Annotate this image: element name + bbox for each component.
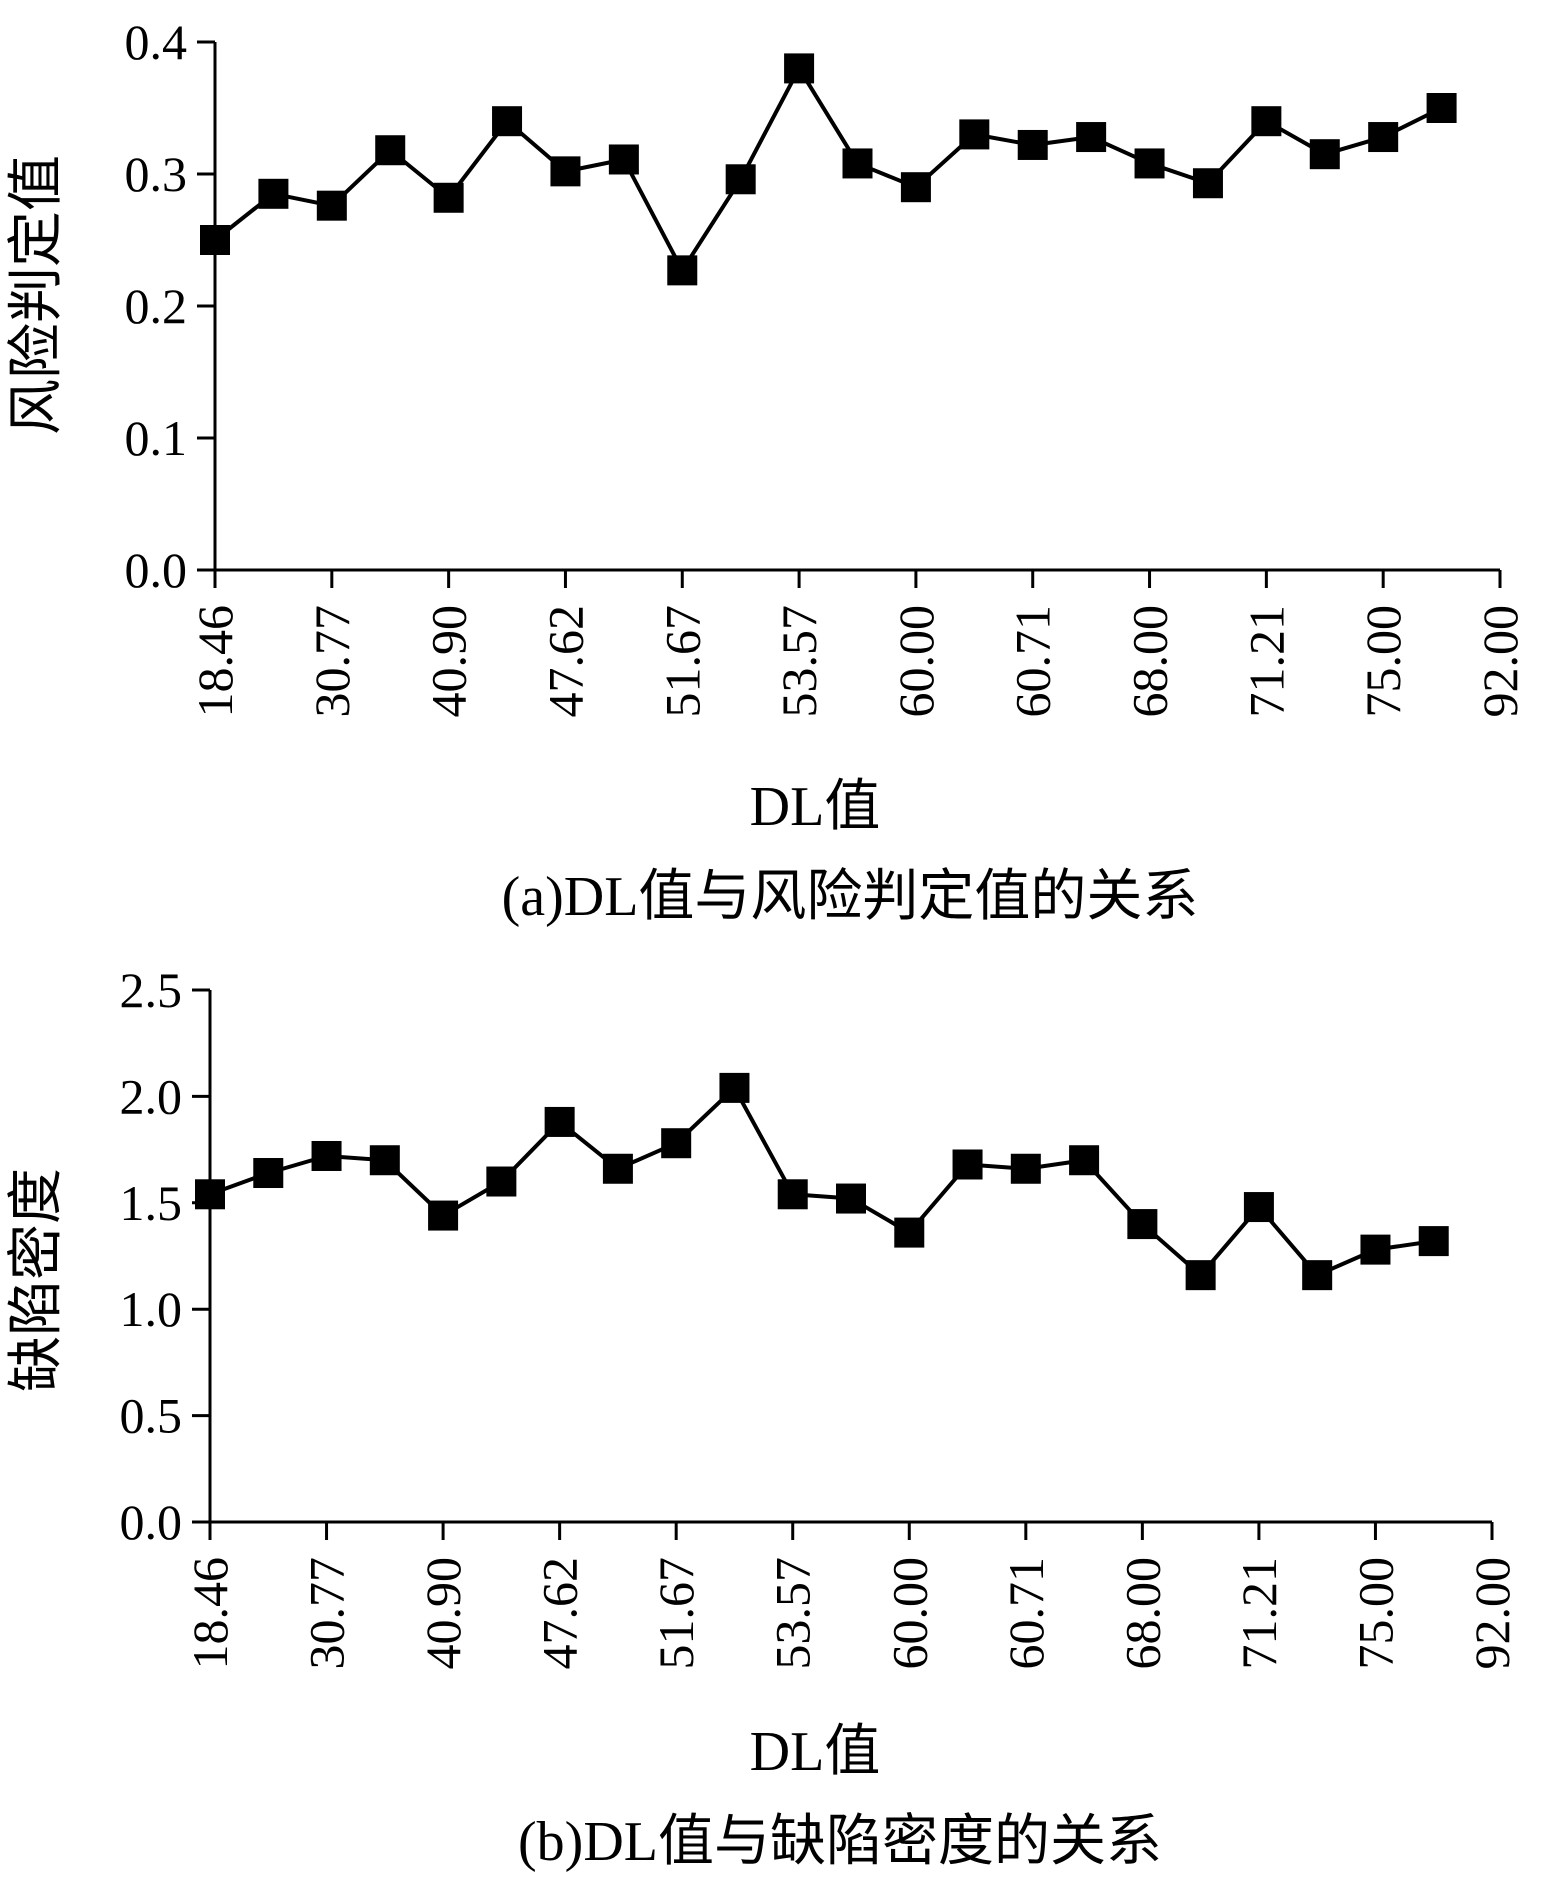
chart-b-data-point: [661, 1128, 692, 1159]
chart-b-y-axis-title: 缺陷密度: [6, 1168, 68, 1392]
chart-b-x-tick-label: 30.77: [299, 1557, 355, 1670]
chart-a-data-point: [316, 190, 347, 221]
chart-a-x-tick-label: 30.77: [304, 605, 360, 718]
chart-b-y-tick-label: 2.0: [120, 1068, 183, 1124]
chart-a-data-point: [959, 119, 990, 150]
chart-b-data-point: [1185, 1260, 1216, 1291]
chart-a-x-tick-label: 60.00: [888, 605, 944, 718]
chart-a-x-tick-label: 53.57: [771, 605, 827, 718]
chart-a-data-point: [1134, 148, 1165, 179]
chart-a-data-point: [900, 172, 931, 203]
chart-b-y-tick-label: 0.0: [120, 1494, 183, 1550]
chart-b-y-tick-label: 1.5: [120, 1175, 183, 1231]
chart-b-caption: (b)DL值与缺陷密度的关系: [518, 1811, 1162, 1873]
chart-a-y-tick-label: 0.1: [125, 410, 188, 466]
chart-a-y-axis-title: 风险判定值: [6, 155, 68, 435]
chart-b-data-point: [952, 1149, 983, 1180]
chart-a-data-point: [375, 135, 406, 166]
chart-b-data-point: [836, 1183, 866, 1214]
chart-b-axes: 0.0 0.5 1.0 1.5 2.0 2.5 18.46 30.77 40.90 47.62 51…: [120, 962, 1521, 1670]
chart-a-data-point: [258, 178, 289, 209]
chart-b-x-tick-label: 60.71: [998, 1557, 1054, 1670]
chart-a-marks: [200, 53, 1457, 286]
chart-b-x-axis-title: DL值: [750, 1721, 881, 1783]
chart-b-data-point: [428, 1200, 459, 1231]
chart-a-y-tick-label: 0.0: [125, 542, 188, 598]
chart-a-data-point: [842, 148, 873, 179]
chart-a-data-point: [725, 164, 756, 195]
chart-a-data-point: [492, 106, 523, 137]
chart-a-data-point: [550, 156, 581, 187]
chart-b-data-point: [777, 1179, 808, 1210]
chart-b-y-tick-label: 2.5: [120, 962, 183, 1018]
chart-b-y-tick-label: 1.0: [120, 1281, 183, 1337]
chart-a-y-tick-label: 0.4: [125, 14, 188, 70]
chart-b-data-point: [894, 1217, 925, 1248]
chart-a-data-point: [667, 255, 698, 286]
chart-b-data-point: [1127, 1209, 1158, 1240]
chart-a-x-axis-title: DL值: [750, 776, 881, 838]
chart-a-caption: (a)DL值与风险判定值的关系: [502, 866, 1199, 928]
chart-a-data-point: [1309, 139, 1340, 170]
chart-b-data-point: [369, 1145, 400, 1176]
chart-a-risk-value: 0.0 0.1 0.2 0.3 0.4 18.46 30.77 40.90 47.62 51.67…: [6, 14, 1528, 928]
chart-b-x-tick-label: 92.00: [1464, 1557, 1520, 1670]
chart-b-x-tick-label: 47.62: [532, 1557, 588, 1670]
chart-b-data-point: [1360, 1234, 1391, 1265]
chart-a-axes: 0.0 0.1 0.2 0.3 0.4 18.46 30.77 40.90 47.62 51.67…: [125, 14, 1529, 718]
chart-a-x-tick-label: 92.00: [1472, 605, 1528, 718]
chart-a-data-point: [433, 182, 464, 213]
chart-b-x-tick-label: 51.67: [648, 1557, 704, 1670]
chart-b-x-tick-label: 18.46: [182, 1557, 238, 1670]
chart-b-marks: [195, 1072, 1449, 1291]
chart-b-data-point: [1243, 1192, 1274, 1223]
chart-a-y-tick-label: 0.3: [125, 146, 188, 202]
chart-b-data-point: [719, 1072, 750, 1103]
chart-a-x-tick-label: 68.00: [1122, 605, 1178, 718]
chart-a-x-tick-label: 40.90: [421, 605, 477, 718]
chart-a-x-tick-label: 18.46: [187, 605, 243, 718]
chart-a-x-tick-label: 60.71: [1005, 605, 1061, 718]
chart-a-data-point: [784, 53, 815, 84]
chart-b-x-tick-label: 60.00: [881, 1557, 937, 1670]
chart-b-y-tick-label: 0.5: [120, 1388, 183, 1444]
chart-b-data-point: [486, 1166, 517, 1197]
chart-a-data-point: [1368, 122, 1399, 153]
chart-b-data-point: [1418, 1226, 1449, 1257]
chart-b-data-point: [544, 1106, 575, 1137]
chart-a-x-tick-label: 51.67: [654, 605, 710, 718]
chart-b-series-line: [209, 1085, 1435, 1278]
chart-a-data-point: [200, 225, 230, 255]
chart-a-data-point: [1076, 122, 1107, 153]
chart-a-y-tick-label: 0.2: [125, 278, 188, 334]
chart-a-series-line: [213, 66, 1443, 273]
chart-b-data-point: [195, 1179, 225, 1210]
chart-b-data-point: [1010, 1153, 1041, 1184]
chart-b-defect-density: 0.0 0.5 1.0 1.5 2.0 2.5 18.46 30.77 40.90 47.62 51…: [6, 962, 1520, 1873]
chart-b-data-point: [1069, 1145, 1100, 1176]
chart-a-x-tick-label: 71.21: [1238, 605, 1294, 718]
chart-a-data-point: [1017, 129, 1048, 160]
chart-a-data-point: [1251, 106, 1282, 137]
chart-b-data-point: [311, 1140, 342, 1171]
chart-b-data-point: [253, 1158, 284, 1189]
chart-b-x-tick-label: 71.21: [1231, 1557, 1287, 1670]
chart-b-x-tick-label: 68.00: [1114, 1557, 1170, 1670]
chart-b-x-tick-label: 75.00: [1347, 1557, 1403, 1670]
chart-a-data-point: [1426, 93, 1457, 123]
chart-a-x-tick-label: 47.62: [537, 605, 593, 718]
chart-b-data-point: [602, 1153, 633, 1184]
chart-a-data-point: [1192, 168, 1223, 199]
chart-a-x-tick-label: 75.00: [1355, 605, 1411, 718]
chart-a-data-point: [608, 144, 639, 175]
chart-b-x-tick-label: 40.90: [415, 1557, 471, 1670]
chart-b-data-point: [1302, 1260, 1333, 1291]
chart-b-x-tick-label: 53.57: [765, 1557, 821, 1670]
